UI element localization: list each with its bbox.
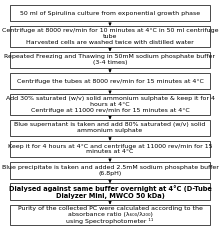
Text: Keep it for 4 hours at 4°C and centrifuge at 11000 rev/min for 15 minutes at 4°C: Keep it for 4 hours at 4°C and centrifug… [8, 144, 212, 155]
Text: Blue precipitate is taken and added 2.5mM sodium phosphate buffer (6.8pH): Blue precipitate is taken and added 2.5m… [2, 165, 218, 176]
Text: Centrifuge at 8000 rev/min for 10 minutes at 4°C in 50 ml centrifuge tube
Harves: Centrifuge at 8000 rev/min for 10 minute… [2, 28, 218, 45]
FancyBboxPatch shape [10, 183, 210, 200]
FancyBboxPatch shape [10, 205, 210, 225]
FancyBboxPatch shape [10, 141, 210, 157]
FancyBboxPatch shape [10, 94, 210, 115]
FancyBboxPatch shape [10, 73, 210, 89]
FancyBboxPatch shape [10, 5, 210, 21]
FancyBboxPatch shape [10, 120, 210, 136]
Text: Blue supernatant is taken and add 80% saturated (w/v) solid ammonium sulphate: Blue supernatant is taken and add 80% sa… [14, 123, 206, 133]
Text: 50 ml of Spirulina culture from exponential growth phase: 50 ml of Spirulina culture from exponent… [20, 11, 200, 16]
FancyBboxPatch shape [10, 26, 210, 47]
Text: Purity of the collected PC were calculated according to the absorbance ratio (λ₆: Purity of the collected PC were calculat… [18, 206, 202, 224]
Text: Dialysed against same buffer overnight at 4°C (D-Tube Dialyzer Mini, MWCO 50 kDa: Dialysed against same buffer overnight a… [9, 185, 211, 199]
Text: Repeated Freezing and Thawing in 50mM sodium phosphate buffer (3-4 times): Repeated Freezing and Thawing in 50mM so… [4, 55, 216, 65]
FancyBboxPatch shape [10, 162, 210, 179]
Text: Add 30% saturated (w/v) solid ammonium sulphate & keep it for 4 hours at 4°C
Cen: Add 30% saturated (w/v) solid ammonium s… [6, 96, 214, 113]
FancyBboxPatch shape [10, 52, 210, 68]
Text: Centrifuge the tubes at 8000 rev/min for 15 minutes at 4°C: Centrifuge the tubes at 8000 rev/min for… [16, 79, 204, 84]
